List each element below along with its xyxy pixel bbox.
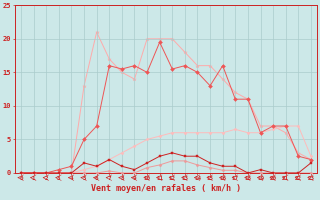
- X-axis label: Vent moyen/en rafales ( km/h ): Vent moyen/en rafales ( km/h ): [91, 184, 241, 193]
